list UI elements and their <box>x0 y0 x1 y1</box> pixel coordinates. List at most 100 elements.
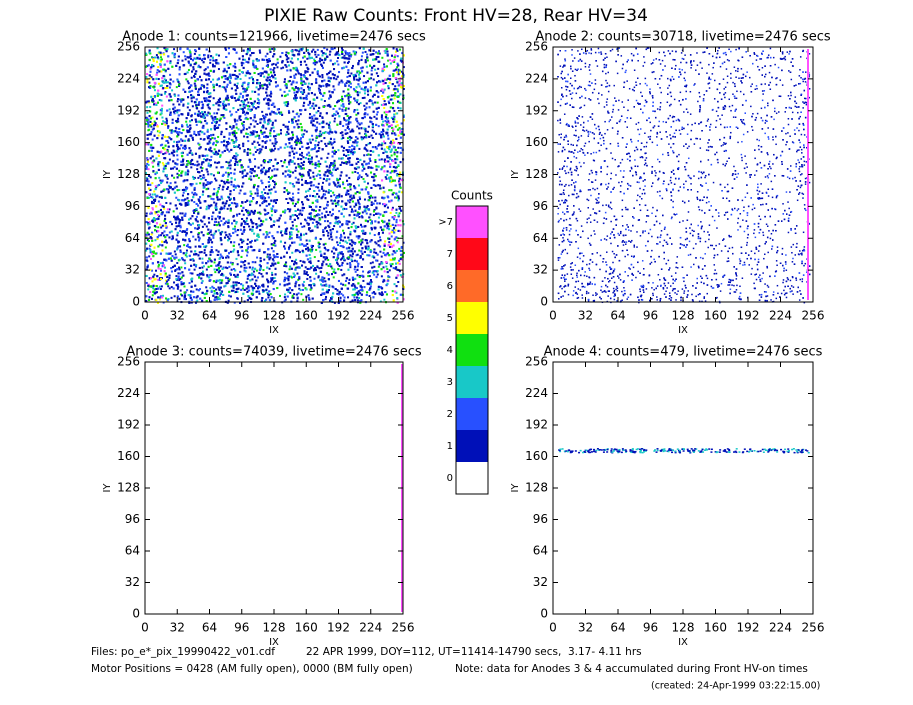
pixel <box>388 156 391 159</box>
pixel <box>363 104 366 107</box>
pixel <box>167 285 170 288</box>
pixel <box>297 191 300 194</box>
pixel <box>316 223 319 226</box>
pixel <box>347 296 350 299</box>
pixel <box>399 48 402 51</box>
pixel <box>319 223 322 226</box>
pixel <box>356 166 359 169</box>
pixel <box>191 191 194 194</box>
pixel <box>390 177 393 180</box>
pixel <box>150 125 153 128</box>
pixel <box>256 256 259 259</box>
pixel <box>392 120 395 123</box>
pixel <box>336 177 339 180</box>
pixel <box>244 201 247 204</box>
pixel <box>145 281 148 284</box>
pixel <box>197 142 200 145</box>
pixel <box>391 206 394 209</box>
pixel <box>361 238 364 241</box>
pixel <box>313 218 316 221</box>
pixel <box>175 275 178 278</box>
pixel <box>227 294 230 297</box>
pixel <box>207 103 210 106</box>
pixel <box>340 268 343 271</box>
pixel <box>371 196 374 199</box>
pixel <box>193 201 196 204</box>
pixel <box>181 212 184 215</box>
pixel <box>146 178 149 181</box>
pixel <box>266 253 269 256</box>
pixel <box>176 287 179 290</box>
pixel <box>254 135 257 138</box>
pixel <box>314 199 317 202</box>
pixel <box>381 56 384 59</box>
pixel <box>354 270 357 273</box>
pixel <box>209 287 212 290</box>
pixel <box>332 181 335 184</box>
pixel <box>241 239 244 242</box>
pixel <box>378 52 381 55</box>
pixel <box>396 88 399 91</box>
pixel <box>253 232 256 235</box>
pixel <box>289 60 292 63</box>
pixel <box>371 136 374 139</box>
pixel <box>340 137 343 140</box>
pixel <box>324 298 327 301</box>
pixel <box>311 138 314 141</box>
pixel <box>314 161 317 164</box>
pixel <box>175 86 178 89</box>
pixel <box>202 174 205 177</box>
pixel <box>366 130 369 133</box>
pixel <box>305 130 308 133</box>
pixel <box>317 87 320 90</box>
pixel <box>238 73 241 76</box>
pixel <box>273 73 276 76</box>
pixel <box>240 131 243 134</box>
pixel <box>358 147 361 150</box>
pixel <box>187 203 190 206</box>
pixel <box>336 195 339 198</box>
pixel <box>388 269 391 272</box>
pixel <box>272 280 275 283</box>
pixel <box>227 143 230 146</box>
pixel <box>332 142 335 145</box>
pixel <box>252 273 255 276</box>
pixel <box>257 73 260 76</box>
pixel <box>186 56 189 59</box>
pixel <box>396 66 399 69</box>
pixel <box>347 60 350 63</box>
pixel <box>211 218 214 221</box>
pixel <box>351 64 354 67</box>
pixel <box>321 185 324 188</box>
pixel <box>292 110 295 113</box>
pixel <box>339 120 342 123</box>
pixel <box>246 238 249 241</box>
pixel <box>258 292 261 295</box>
pixel <box>173 250 176 253</box>
pixel <box>306 198 309 201</box>
pixel <box>369 232 372 235</box>
pixel <box>356 211 359 214</box>
pixel <box>251 286 254 289</box>
pixel <box>207 106 210 109</box>
pixel <box>179 249 182 252</box>
pixel <box>291 251 294 254</box>
pixel <box>294 73 297 76</box>
pixel <box>179 278 182 281</box>
pixel <box>249 134 252 137</box>
pixel <box>299 232 302 235</box>
pixel <box>400 70 403 73</box>
pixel <box>165 95 168 98</box>
pixel <box>256 97 259 100</box>
pixel <box>270 247 273 250</box>
pixel <box>373 273 376 276</box>
pixel <box>317 74 320 77</box>
pixel <box>260 272 263 275</box>
pixel <box>155 269 158 272</box>
pixel <box>154 198 157 201</box>
pixel <box>306 57 309 60</box>
pixel <box>208 134 211 137</box>
pixel <box>318 213 321 216</box>
pixel <box>359 256 362 259</box>
pixel <box>348 176 351 179</box>
